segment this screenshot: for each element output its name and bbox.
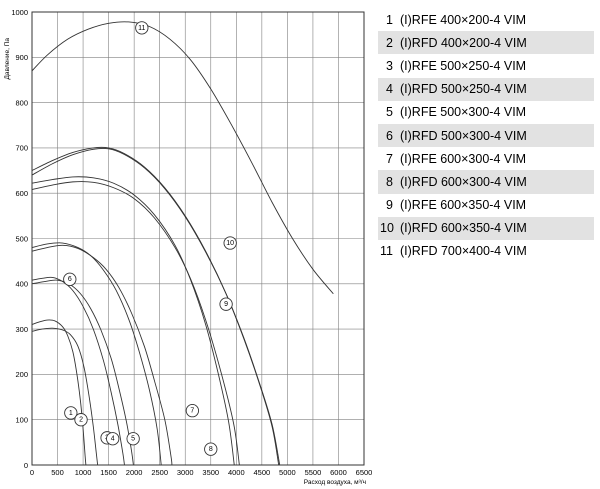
svg-text:2000: 2000: [126, 468, 143, 477]
legend-item-label: (I)RFE 600×300-4 VIM: [400, 151, 527, 166]
tick-labels: 0 500 1000 1500 2000 2500 3000 3500 4000 4500 5000…: [11, 8, 372, 477]
svg-text:100: 100: [15, 416, 28, 425]
svg-text:3500: 3500: [202, 468, 219, 477]
legend-item-number: 6: [386, 128, 393, 143]
svg-text:2500: 2500: [151, 468, 168, 477]
svg-text:5500: 5500: [305, 468, 322, 477]
legend: 1 (I)RFE 400×200-4 VIM 2 (I)RFD 400×200-…: [378, 8, 594, 263]
svg-text:800: 800: [15, 98, 28, 107]
svg-text:500: 500: [51, 468, 64, 477]
legend-item-label: (I)RFD 500×300-4 VIM: [400, 128, 527, 143]
svg-text:600: 600: [15, 189, 28, 198]
legend-item-label: (I)RFD 400×200-4 VIM: [400, 35, 527, 50]
legend-item-number: 8: [386, 174, 393, 189]
legend-item-number: 7: [386, 151, 393, 166]
legend-item[interactable]: 11 (I)RFD 700×400-4 VIM: [378, 240, 594, 263]
svg-text:400: 400: [15, 280, 28, 289]
svg-text:1000: 1000: [75, 468, 92, 477]
curve-lines: [31, 21, 334, 466]
legend-item-label: (I)RFE 500×250-4 VIM: [400, 58, 527, 73]
legend-item-label: (I)RFD 600×300-4 VIM: [400, 174, 527, 189]
svg-text:5: 5: [131, 436, 135, 443]
svg-text:11: 11: [138, 25, 145, 32]
svg-text:1500: 1500: [100, 468, 117, 477]
svg-text:300: 300: [15, 325, 28, 334]
svg-text:700: 700: [15, 144, 28, 153]
legend-item[interactable]: 10 (I)RFD 600×350-4 VIM: [378, 216, 594, 240]
svg-text:5000: 5000: [279, 468, 296, 477]
legend-item[interactable]: 3 (I)RFE 500×250-4 VIM: [378, 54, 594, 77]
svg-text:500: 500: [15, 234, 28, 243]
svg-text:9: 9: [224, 301, 228, 308]
legend-item[interactable]: 7 (I)RFE 600×300-4 VIM: [378, 147, 594, 170]
svg-text:6: 6: [68, 276, 72, 283]
svg-text:0: 0: [24, 461, 28, 470]
fan-curve-chart: 1234567891011 05001000150020002500300035…: [4, 8, 372, 486]
legend-item[interactable]: 1 (I)RFE 400×200-4 VIM: [378, 8, 594, 31]
legend-item-label: (I)RFE 600×350-4 VIM: [400, 198, 527, 213]
svg-text:1: 1: [69, 410, 73, 417]
x-axis-title: Расход воздуха, м³/ч: [304, 479, 366, 486]
svg-text:4: 4: [111, 436, 115, 443]
svg-text:6000: 6000: [330, 468, 347, 477]
legend-item-number: 5: [386, 105, 393, 120]
legend-item-number: 9: [386, 198, 393, 213]
svg-text:6500: 6500: [356, 468, 372, 477]
svg-text:1000: 1000: [11, 8, 28, 17]
legend-item[interactable]: 2 (I)RFD 400×200-4 VIM: [378, 31, 594, 55]
chart-svg: 1234567891011 05001000150020002500300035…: [4, 8, 372, 486]
svg-text:3000: 3000: [177, 468, 194, 477]
svg-text:4000: 4000: [228, 468, 245, 477]
svg-text:0: 0: [30, 468, 34, 477]
svg-text:2: 2: [79, 417, 83, 424]
legend-item-label: (I)RFD 600×350-4 VIM: [400, 221, 527, 236]
svg-text:8: 8: [209, 446, 213, 453]
legend-item[interactable]: 6 (I)RFD 500×300-4 VIM: [378, 123, 594, 148]
legend-item-label: (I)RFD 700×400-4 VIM: [400, 244, 527, 259]
legend-item-number: 4: [386, 82, 393, 97]
legend-item-label: (I)RFE 400×200-4 VIM: [400, 12, 527, 27]
legend-item-number: 1: [386, 12, 393, 27]
legend-item-number: 2: [386, 35, 393, 50]
legend-item-number: 11: [380, 244, 393, 259]
legend-item-number: 3: [386, 58, 393, 73]
svg-text:10: 10: [226, 240, 234, 247]
legend-item[interactable]: 5 (I)RFE 500×300-4 VIM: [378, 101, 594, 124]
legend-item[interactable]: 9 (I)RFE 600×350-4 VIM: [378, 194, 594, 217]
legend-item[interactable]: 8 (I)RFD 600×300-4 VIM: [378, 170, 594, 194]
y-axis-title: Давление, Па: [4, 38, 11, 80]
svg-text:7: 7: [190, 408, 194, 415]
svg-text:200: 200: [15, 370, 28, 379]
legend-item-label: (I)RFD 500×250-4 VIM: [400, 82, 527, 97]
curve-markers: 1234567891011: [63, 21, 237, 456]
svg-text:900: 900: [15, 53, 28, 62]
legend-item-number: 10: [380, 221, 394, 236]
legend-item-label: (I)RFE 500×300-4 VIM: [400, 105, 527, 120]
svg-text:4500: 4500: [254, 468, 271, 477]
legend-item[interactable]: 4 (I)RFD 500×250-4 VIM: [378, 77, 594, 101]
axis-lines: [31, 11, 365, 466]
